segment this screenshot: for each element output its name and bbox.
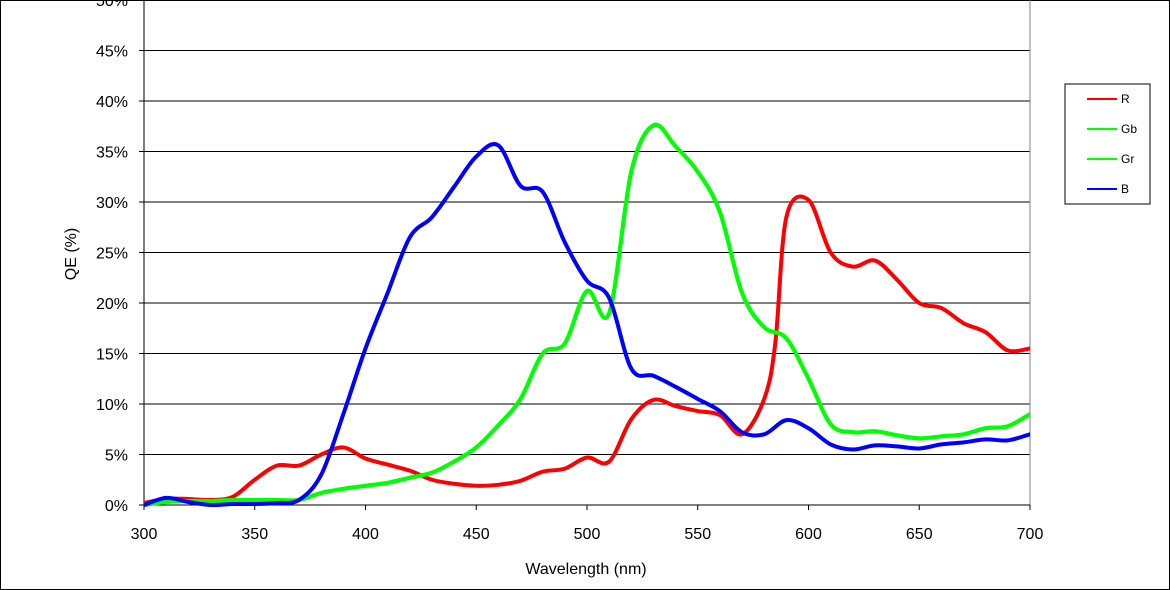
legend-label-b: B [1121, 182, 1129, 196]
x-tick-label: 550 [684, 526, 711, 543]
y-tick-label: 15% [96, 347, 128, 364]
x-tick-label: 700 [1017, 526, 1044, 543]
grid-lines [144, 0, 1031, 505]
legend: R Gb Gr B [1064, 83, 1151, 205]
x-tick-label: 300 [131, 526, 158, 543]
legend-label-r: R [1121, 92, 1130, 106]
y-tick-label: 20% [96, 296, 128, 313]
x-tick-label: 650 [906, 526, 933, 543]
x-tick-label: 600 [795, 526, 822, 543]
legend-label-gr: Gr [1121, 152, 1134, 166]
y-tick-label: 35% [96, 145, 128, 162]
tick-labels: 0% 5% 10% 15% 20% 25% 30% 35% 40% 45% 50% 300 350 400… [96, 0, 1043, 543]
series-lines [144, 122, 1030, 507]
x-tick-label: 400 [352, 526, 379, 543]
y-tick-label: 5% [105, 448, 128, 465]
legend-label-gb: Gb [1121, 122, 1137, 136]
x-tick-label: 500 [574, 526, 601, 543]
x-tick-label: 450 [463, 526, 490, 543]
series-line-b [144, 142, 1030, 507]
y-tick-label: 0% [105, 498, 128, 515]
y-tick-label: 45% [96, 44, 128, 61]
legend-box [1064, 83, 1151, 205]
x-axis-title: Wavelength (nm) [525, 561, 646, 578]
x-tick-label: 350 [241, 526, 268, 543]
series-line-r [144, 194, 1030, 505]
legend-items: R Gb Gr B [1087, 92, 1137, 196]
y-tick-label: 50% [96, 0, 128, 10]
y-axis-title: QE (%) [63, 228, 80, 280]
y-tick-label: 10% [96, 397, 128, 414]
y-tick-label: 40% [96, 94, 128, 111]
y-tick-label: 25% [96, 246, 128, 263]
y-tick-label: 30% [96, 195, 128, 212]
